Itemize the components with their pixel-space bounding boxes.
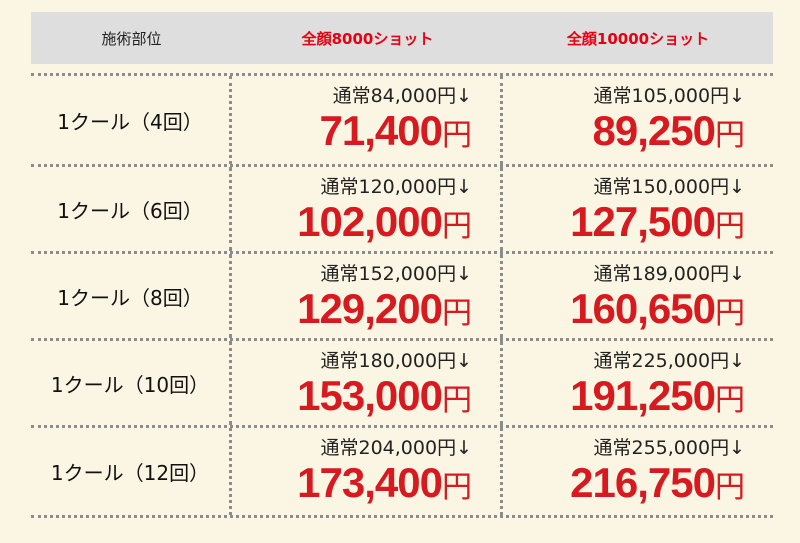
- regular-price: 通常189,000円↓: [593, 263, 746, 285]
- sale-price: 191,250円: [570, 373, 745, 424]
- regular-price: 通常255,000円↓: [593, 437, 746, 459]
- sale-price: 160,650円: [570, 286, 745, 337]
- table-header: 施術部位 全顔8000ショット 全顔10000ショット: [31, 12, 773, 64]
- plan-8000-price-cell: 通常120,000円↓ 102,000円: [232, 167, 503, 251]
- regular-price: 通常204,000円↓: [320, 437, 473, 459]
- course-label: 1クール（6回）: [31, 167, 232, 251]
- sale-price-unit: 円: [442, 471, 472, 504]
- course-label: 1クール（12回）: [31, 428, 232, 515]
- sale-price-unit: 円: [715, 384, 745, 417]
- sale-price-value: 191,250: [570, 372, 716, 419]
- course-label: 1クール（8回）: [31, 254, 232, 338]
- sale-price: 102,000円: [297, 199, 472, 250]
- plan-8000-price-cell: 通常204,000円↓ 173,400円: [232, 428, 503, 515]
- price-table: 施術部位 全顔8000ショット 全顔10000ショット 1クール（4回） 通常8…: [31, 12, 773, 518]
- sale-price-value: 173,400: [297, 459, 443, 506]
- table-row: 1クール（10回） 通常180,000円↓ 153,000円 通常225,000…: [31, 338, 773, 425]
- sale-price-unit: 円: [442, 297, 472, 330]
- sale-price-unit: 円: [715, 297, 745, 330]
- regular-price: 通常84,000円↓: [332, 85, 472, 107]
- sale-price-value: 216,750: [570, 459, 716, 506]
- plan-8000-price-cell: 通常152,000円↓ 129,200円: [232, 254, 503, 338]
- sale-price-unit: 円: [442, 210, 472, 243]
- plan-10000-price-cell: 通常150,000円↓ 127,500円: [503, 167, 773, 251]
- sale-price: 89,250円: [593, 108, 745, 159]
- sale-price-value: 102,000: [297, 198, 443, 245]
- course-label: 1クール（10回）: [31, 341, 232, 425]
- sale-price-value: 89,250: [592, 107, 716, 154]
- plan-10000-price-cell: 通常225,000円↓ 191,250円: [503, 341, 773, 425]
- regular-price: 通常225,000円↓: [593, 350, 746, 372]
- sale-price-unit: 円: [715, 471, 745, 504]
- sale-price-value: 153,000: [297, 372, 443, 419]
- sale-price: 153,000円: [297, 373, 472, 424]
- regular-price: 通常152,000円↓: [320, 263, 473, 285]
- sale-price-value: 127,500: [570, 198, 716, 245]
- sale-price-value: 160,650: [570, 285, 716, 332]
- sale-price: 127,500円: [570, 199, 745, 250]
- plan-10000-price-cell: 通常255,000円↓ 216,750円: [503, 428, 773, 515]
- sale-price: 216,750円: [570, 460, 745, 511]
- sale-price: 129,200円: [297, 286, 472, 337]
- table-row: 1クール（4回） 通常84,000円↓ 71,400円 通常105,000円↓ …: [31, 73, 773, 164]
- sale-price-unit: 円: [442, 384, 472, 417]
- plan-10000-price-cell: 通常189,000円↓ 160,650円: [503, 254, 773, 338]
- sale-price-unit: 円: [715, 119, 745, 152]
- plan-10000-price-cell: 通常105,000円↓ 89,250円: [503, 76, 773, 164]
- sale-price-unit: 円: [442, 119, 472, 152]
- table-row: 1クール（8回） 通常152,000円↓ 129,200円 通常189,000円…: [31, 251, 773, 338]
- regular-price: 通常180,000円↓: [320, 350, 473, 372]
- header-treatment-area: 施術部位: [101, 29, 162, 48]
- regular-price: 通常105,000円↓: [593, 85, 746, 107]
- plan-8000-price-cell: 通常84,000円↓ 71,400円: [232, 76, 503, 164]
- header-plan-8000: 全顔8000ショット: [301, 29, 434, 48]
- course-label: 1クール（4回）: [31, 76, 232, 164]
- sale-price-value: 129,200: [297, 285, 443, 332]
- plan-8000-price-cell: 通常180,000円↓ 153,000円: [232, 341, 503, 425]
- sale-price-value: 71,400: [319, 107, 443, 154]
- sale-price-unit: 円: [715, 210, 745, 243]
- table-row: 1クール（12回） 通常204,000円↓ 173,400円 通常255,000…: [31, 425, 773, 518]
- header-plan-10000: 全顔10000ショット: [566, 29, 710, 48]
- regular-price: 通常120,000円↓: [320, 176, 473, 198]
- sale-price: 173,400円: [297, 460, 472, 511]
- table-row: 1クール（6回） 通常120,000円↓ 102,000円 通常150,000円…: [31, 164, 773, 251]
- sale-price: 71,400円: [320, 108, 472, 159]
- regular-price: 通常150,000円↓: [593, 176, 746, 198]
